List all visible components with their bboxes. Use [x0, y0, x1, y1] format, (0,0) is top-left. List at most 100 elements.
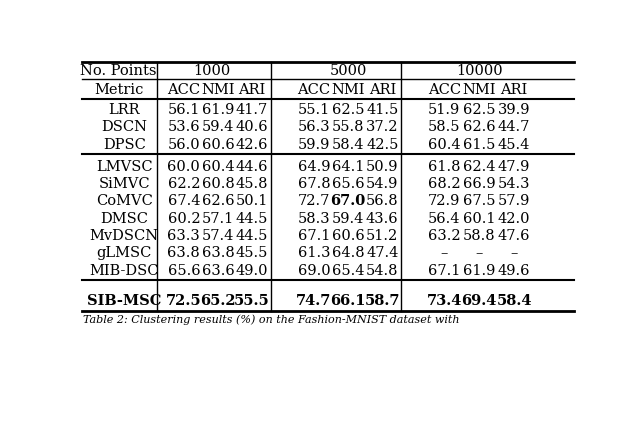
Text: 69.4: 69.4	[461, 294, 497, 308]
Text: 64.1: 64.1	[332, 160, 364, 173]
Text: 63.2: 63.2	[428, 229, 461, 243]
Text: 65.4: 65.4	[332, 264, 364, 278]
Text: 64.9: 64.9	[298, 160, 330, 173]
Text: 58.5: 58.5	[428, 120, 461, 134]
Text: 58.8: 58.8	[463, 229, 495, 243]
Text: 1000: 1000	[193, 64, 230, 78]
Text: 62.6: 62.6	[202, 194, 234, 208]
Text: 45.8: 45.8	[236, 177, 268, 191]
Text: –: –	[476, 246, 483, 260]
Text: DSCN: DSCN	[101, 120, 147, 134]
Text: ARI: ARI	[239, 83, 266, 96]
Text: 67.1: 67.1	[428, 264, 460, 278]
Text: 66.1: 66.1	[330, 294, 366, 308]
Text: 51.9: 51.9	[428, 103, 460, 117]
Text: 60.1: 60.1	[463, 212, 495, 226]
Text: 47.9: 47.9	[498, 160, 530, 173]
Text: 56.4: 56.4	[428, 212, 461, 226]
Text: 62.2: 62.2	[168, 177, 200, 191]
Text: 60.6: 60.6	[332, 229, 365, 243]
Text: 61.3: 61.3	[298, 246, 330, 260]
Text: 51.2: 51.2	[366, 229, 398, 243]
Text: ACC: ACC	[167, 83, 200, 96]
Text: 42.6: 42.6	[236, 138, 268, 152]
Text: CoMVC: CoMVC	[96, 194, 152, 208]
Text: 60.8: 60.8	[202, 177, 234, 191]
Text: 62.5: 62.5	[332, 103, 364, 117]
Text: LMVSC: LMVSC	[96, 160, 152, 173]
Text: 43.6: 43.6	[366, 212, 399, 226]
Text: 42.5: 42.5	[366, 138, 399, 152]
Text: 59.4: 59.4	[202, 120, 234, 134]
Text: ACC: ACC	[298, 83, 331, 96]
Text: 63.3: 63.3	[168, 229, 200, 243]
Text: 63.8: 63.8	[202, 246, 234, 260]
Text: 72.7: 72.7	[298, 194, 330, 208]
Text: 55.8: 55.8	[332, 120, 364, 134]
Text: 56.0: 56.0	[168, 138, 200, 152]
Text: 56.8: 56.8	[366, 194, 399, 208]
Text: 62.5: 62.5	[463, 103, 495, 117]
Text: 53.6: 53.6	[168, 120, 200, 134]
Text: 60.4: 60.4	[202, 160, 234, 173]
Text: 44.5: 44.5	[236, 229, 268, 243]
Text: 44.5: 44.5	[236, 212, 268, 226]
Text: 10000: 10000	[456, 64, 502, 78]
Text: 49.6: 49.6	[498, 264, 531, 278]
Text: 61.9: 61.9	[202, 103, 234, 117]
Text: ACC: ACC	[428, 83, 461, 96]
Text: 49.0: 49.0	[236, 264, 268, 278]
Text: 69.0: 69.0	[298, 264, 330, 278]
Text: 42.0: 42.0	[498, 212, 531, 226]
Text: 47.4: 47.4	[366, 246, 399, 260]
Text: 58.4: 58.4	[332, 138, 364, 152]
Text: 50.9: 50.9	[366, 160, 399, 173]
Text: 41.7: 41.7	[236, 103, 268, 117]
Text: 60.0: 60.0	[168, 160, 200, 173]
Text: 56.3: 56.3	[298, 120, 330, 134]
Text: 55.1: 55.1	[298, 103, 330, 117]
Text: SIB-MSC: SIB-MSC	[87, 294, 161, 308]
Text: 54.3: 54.3	[498, 177, 531, 191]
Text: No. Points: No. Points	[81, 64, 157, 78]
Text: 60.4: 60.4	[428, 138, 461, 152]
Text: 5000: 5000	[330, 64, 367, 78]
Text: 40.6: 40.6	[236, 120, 268, 134]
Text: 57.9: 57.9	[498, 194, 530, 208]
Text: –: –	[440, 246, 448, 260]
Text: 58.7: 58.7	[365, 294, 400, 308]
Text: 54.9: 54.9	[366, 177, 399, 191]
Text: 47.6: 47.6	[498, 229, 531, 243]
Text: 60.2: 60.2	[168, 212, 200, 226]
Text: 67.5: 67.5	[463, 194, 495, 208]
Text: MIB-DSC: MIB-DSC	[90, 264, 159, 278]
Text: 57.1: 57.1	[202, 212, 234, 226]
Text: DMSC: DMSC	[100, 212, 148, 226]
Text: NMI: NMI	[201, 83, 235, 96]
Text: 65.6: 65.6	[332, 177, 364, 191]
Text: 50.1: 50.1	[236, 194, 268, 208]
Text: 59.9: 59.9	[298, 138, 330, 152]
Text: 59.4: 59.4	[332, 212, 364, 226]
Text: 67.1: 67.1	[298, 229, 330, 243]
Text: 63.8: 63.8	[168, 246, 200, 260]
Text: SiMVC: SiMVC	[99, 177, 150, 191]
Text: 72.5: 72.5	[166, 294, 202, 308]
Text: 61.5: 61.5	[463, 138, 495, 152]
Text: 63.6: 63.6	[202, 264, 234, 278]
Text: 65.2: 65.2	[200, 294, 236, 308]
Text: 73.4: 73.4	[427, 294, 462, 308]
Text: 62.4: 62.4	[463, 160, 495, 173]
Text: 44.7: 44.7	[498, 120, 530, 134]
Text: 74.7: 74.7	[296, 294, 332, 308]
Text: –: –	[510, 246, 518, 260]
Text: 67.0: 67.0	[330, 194, 366, 208]
Text: Metric: Metric	[94, 83, 143, 96]
Text: 64.8: 64.8	[332, 246, 364, 260]
Text: 54.8: 54.8	[366, 264, 399, 278]
Text: NMI: NMI	[462, 83, 496, 96]
Text: 37.2: 37.2	[366, 120, 399, 134]
Text: 60.6: 60.6	[202, 138, 234, 152]
Text: Table 2: Clustering results (%) on the Fashion-MNIST dataset with: Table 2: Clustering results (%) on the F…	[83, 315, 460, 325]
Text: 66.9: 66.9	[463, 177, 495, 191]
